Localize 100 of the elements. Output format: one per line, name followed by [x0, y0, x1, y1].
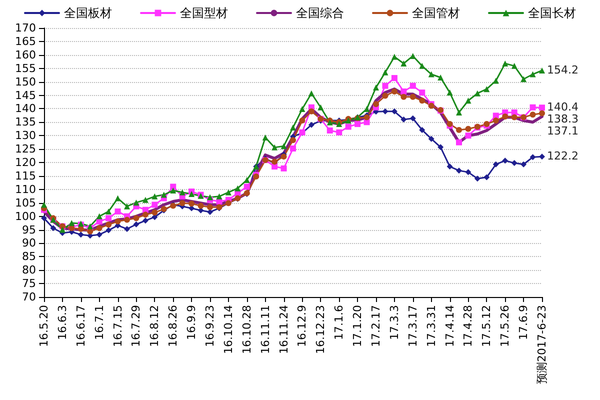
point	[96, 213, 102, 220]
point	[382, 82, 388, 89]
point	[446, 90, 453, 96]
point	[465, 169, 472, 176]
point	[299, 118, 306, 124]
x-tick-label: 17.5.26	[498, 305, 512, 347]
point	[428, 71, 434, 78]
point	[456, 139, 462, 146]
point	[354, 121, 361, 128]
point	[438, 144, 444, 150]
point	[428, 136, 434, 142]
x-tick-label: 17.2.17	[370, 305, 382, 347]
x-tick-label: 16.11.24	[277, 305, 290, 354]
point	[106, 222, 112, 228]
point	[539, 68, 545, 74]
point	[446, 164, 453, 170]
point	[142, 218, 148, 224]
y-tick-label: 145	[15, 88, 36, 102]
point	[262, 134, 268, 140]
point	[484, 174, 490, 180]
point	[502, 158, 508, 164]
point	[160, 192, 167, 198]
annotation: 154.2	[547, 64, 578, 76]
x-tick-label: 16.12.9	[296, 305, 309, 347]
point	[124, 226, 130, 232]
point	[465, 132, 472, 139]
point	[225, 189, 232, 196]
x-tick-label: 17.1.20	[351, 305, 364, 347]
point	[170, 187, 176, 194]
annotation: 122.2	[547, 150, 578, 163]
point	[456, 109, 462, 116]
point	[280, 143, 287, 150]
point	[530, 154, 536, 160]
legend-label: 全国管材	[412, 6, 460, 20]
point	[290, 124, 296, 131]
point	[474, 176, 480, 182]
x-tick-label: 16.9.9	[185, 305, 198, 340]
point	[106, 215, 112, 222]
annotation: 138.3	[547, 112, 578, 126]
point	[96, 232, 102, 238]
point	[400, 88, 407, 94]
point	[391, 88, 398, 94]
point	[336, 129, 342, 136]
x-tick-label: 16.10.14	[222, 305, 235, 354]
point	[179, 200, 186, 206]
point	[530, 112, 536, 118]
point	[50, 225, 56, 232]
point	[419, 90, 426, 96]
point	[419, 98, 426, 104]
point	[410, 82, 416, 89]
point	[438, 74, 444, 80]
x-tick-label: 16.6.3	[56, 305, 69, 340]
point	[419, 126, 426, 133]
y-tick-label: 85	[22, 250, 36, 264]
point	[400, 60, 407, 67]
point	[59, 226, 66, 233]
point	[410, 94, 416, 100]
legend-label: 全国型材	[180, 6, 228, 20]
legend-label: 全国长材	[528, 6, 576, 20]
point	[152, 210, 158, 216]
point	[373, 84, 379, 90]
x-tick-label: 16.7.1	[92, 305, 106, 340]
point	[539, 104, 545, 111]
point	[539, 110, 545, 116]
point	[345, 124, 352, 130]
point	[382, 92, 388, 99]
y-tick-label: 110	[15, 182, 36, 196]
point	[511, 160, 518, 166]
y-tick-label: 125	[15, 142, 36, 156]
point	[502, 114, 508, 120]
y-tick-label: 105	[15, 196, 36, 210]
point	[382, 69, 388, 76]
point	[290, 146, 296, 152]
point	[133, 215, 140, 222]
point	[410, 115, 416, 122]
point	[188, 200, 195, 207]
point	[308, 90, 314, 96]
point	[152, 193, 158, 200]
x-tick-label: 17.1.6	[332, 305, 346, 340]
point	[511, 62, 518, 69]
legend-label: 全国综合	[296, 6, 344, 20]
y-tick-label: 75	[22, 277, 36, 290]
point	[272, 164, 278, 170]
x-tick-label: 16.6.17	[74, 305, 88, 347]
annotation: 137.1	[547, 124, 578, 138]
point	[290, 137, 296, 144]
point	[382, 108, 388, 114]
point	[520, 76, 527, 82]
point	[114, 218, 121, 224]
point	[400, 94, 407, 100]
x-tick-label: 17.5.12	[480, 305, 494, 347]
point	[41, 215, 47, 222]
point	[511, 114, 518, 120]
point	[179, 189, 186, 196]
point	[244, 184, 250, 190]
x-tick-label: 16.7.15	[111, 305, 124, 347]
y-tick-label: 120	[15, 156, 36, 169]
point	[326, 127, 333, 134]
point	[492, 118, 499, 124]
point	[492, 112, 499, 119]
